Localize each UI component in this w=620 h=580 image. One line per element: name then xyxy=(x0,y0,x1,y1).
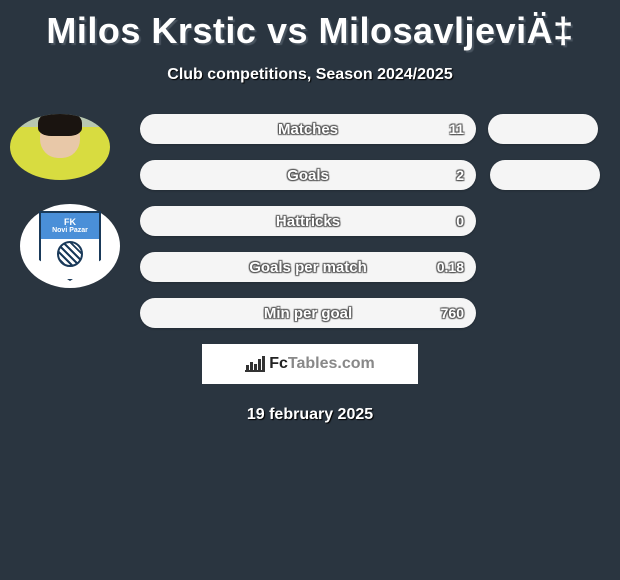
comparison-pill xyxy=(490,160,600,190)
stat-label: Matches xyxy=(278,121,338,138)
badge-line2: Novi Pazar xyxy=(52,227,88,234)
stat-label: Hattricks xyxy=(276,213,340,230)
date-text: 19 february 2025 xyxy=(0,406,620,424)
stat-value: 2 xyxy=(456,167,464,183)
right-column xyxy=(488,114,608,206)
shield-top: FK Novi Pazar xyxy=(39,211,101,239)
stat-row-goals: Goals 2 xyxy=(140,160,476,190)
shield-icon: FK Novi Pazar xyxy=(39,211,101,281)
left-column: FK Novi Pazar xyxy=(8,114,128,288)
club-badge: FK Novi Pazar xyxy=(20,204,120,288)
stat-bars: Matches 11 Goals 2 Hattricks 0 Goals per… xyxy=(140,114,476,328)
comparison-content: FK Novi Pazar Matches 11 Goals 2 Hattric… xyxy=(0,114,620,328)
stat-row-gpm: Goals per match 0.18 xyxy=(140,252,476,282)
stat-label: Min per goal xyxy=(264,305,352,322)
stat-value: 11 xyxy=(449,121,464,137)
brand-suffix: Tables.com xyxy=(288,355,375,372)
shield-bottom xyxy=(39,239,101,281)
stat-value: 760 xyxy=(441,305,464,321)
badge-line1: FK xyxy=(64,218,76,227)
stat-row-matches: Matches 11 xyxy=(140,114,476,144)
brand-text: FcTables.com xyxy=(269,355,375,373)
stat-row-hattricks: Hattricks 0 xyxy=(140,206,476,236)
stat-label: Goals xyxy=(287,167,329,184)
stat-value: 0.18 xyxy=(437,259,464,275)
brand-prefix: Fc xyxy=(269,355,288,372)
player-avatar xyxy=(10,114,110,180)
subtitle: Club competitions, Season 2024/2025 xyxy=(0,66,620,84)
comparison-pill xyxy=(488,114,598,144)
stat-label: Goals per match xyxy=(249,259,367,276)
stat-row-mpg: Min per goal 760 xyxy=(140,298,476,328)
chart-icon xyxy=(245,356,265,372)
brand-box: FcTables.com xyxy=(202,344,418,384)
stat-value: 0 xyxy=(456,213,464,229)
page-title: Milos Krstic vs MilosavljeviÄ‡ xyxy=(0,0,620,52)
